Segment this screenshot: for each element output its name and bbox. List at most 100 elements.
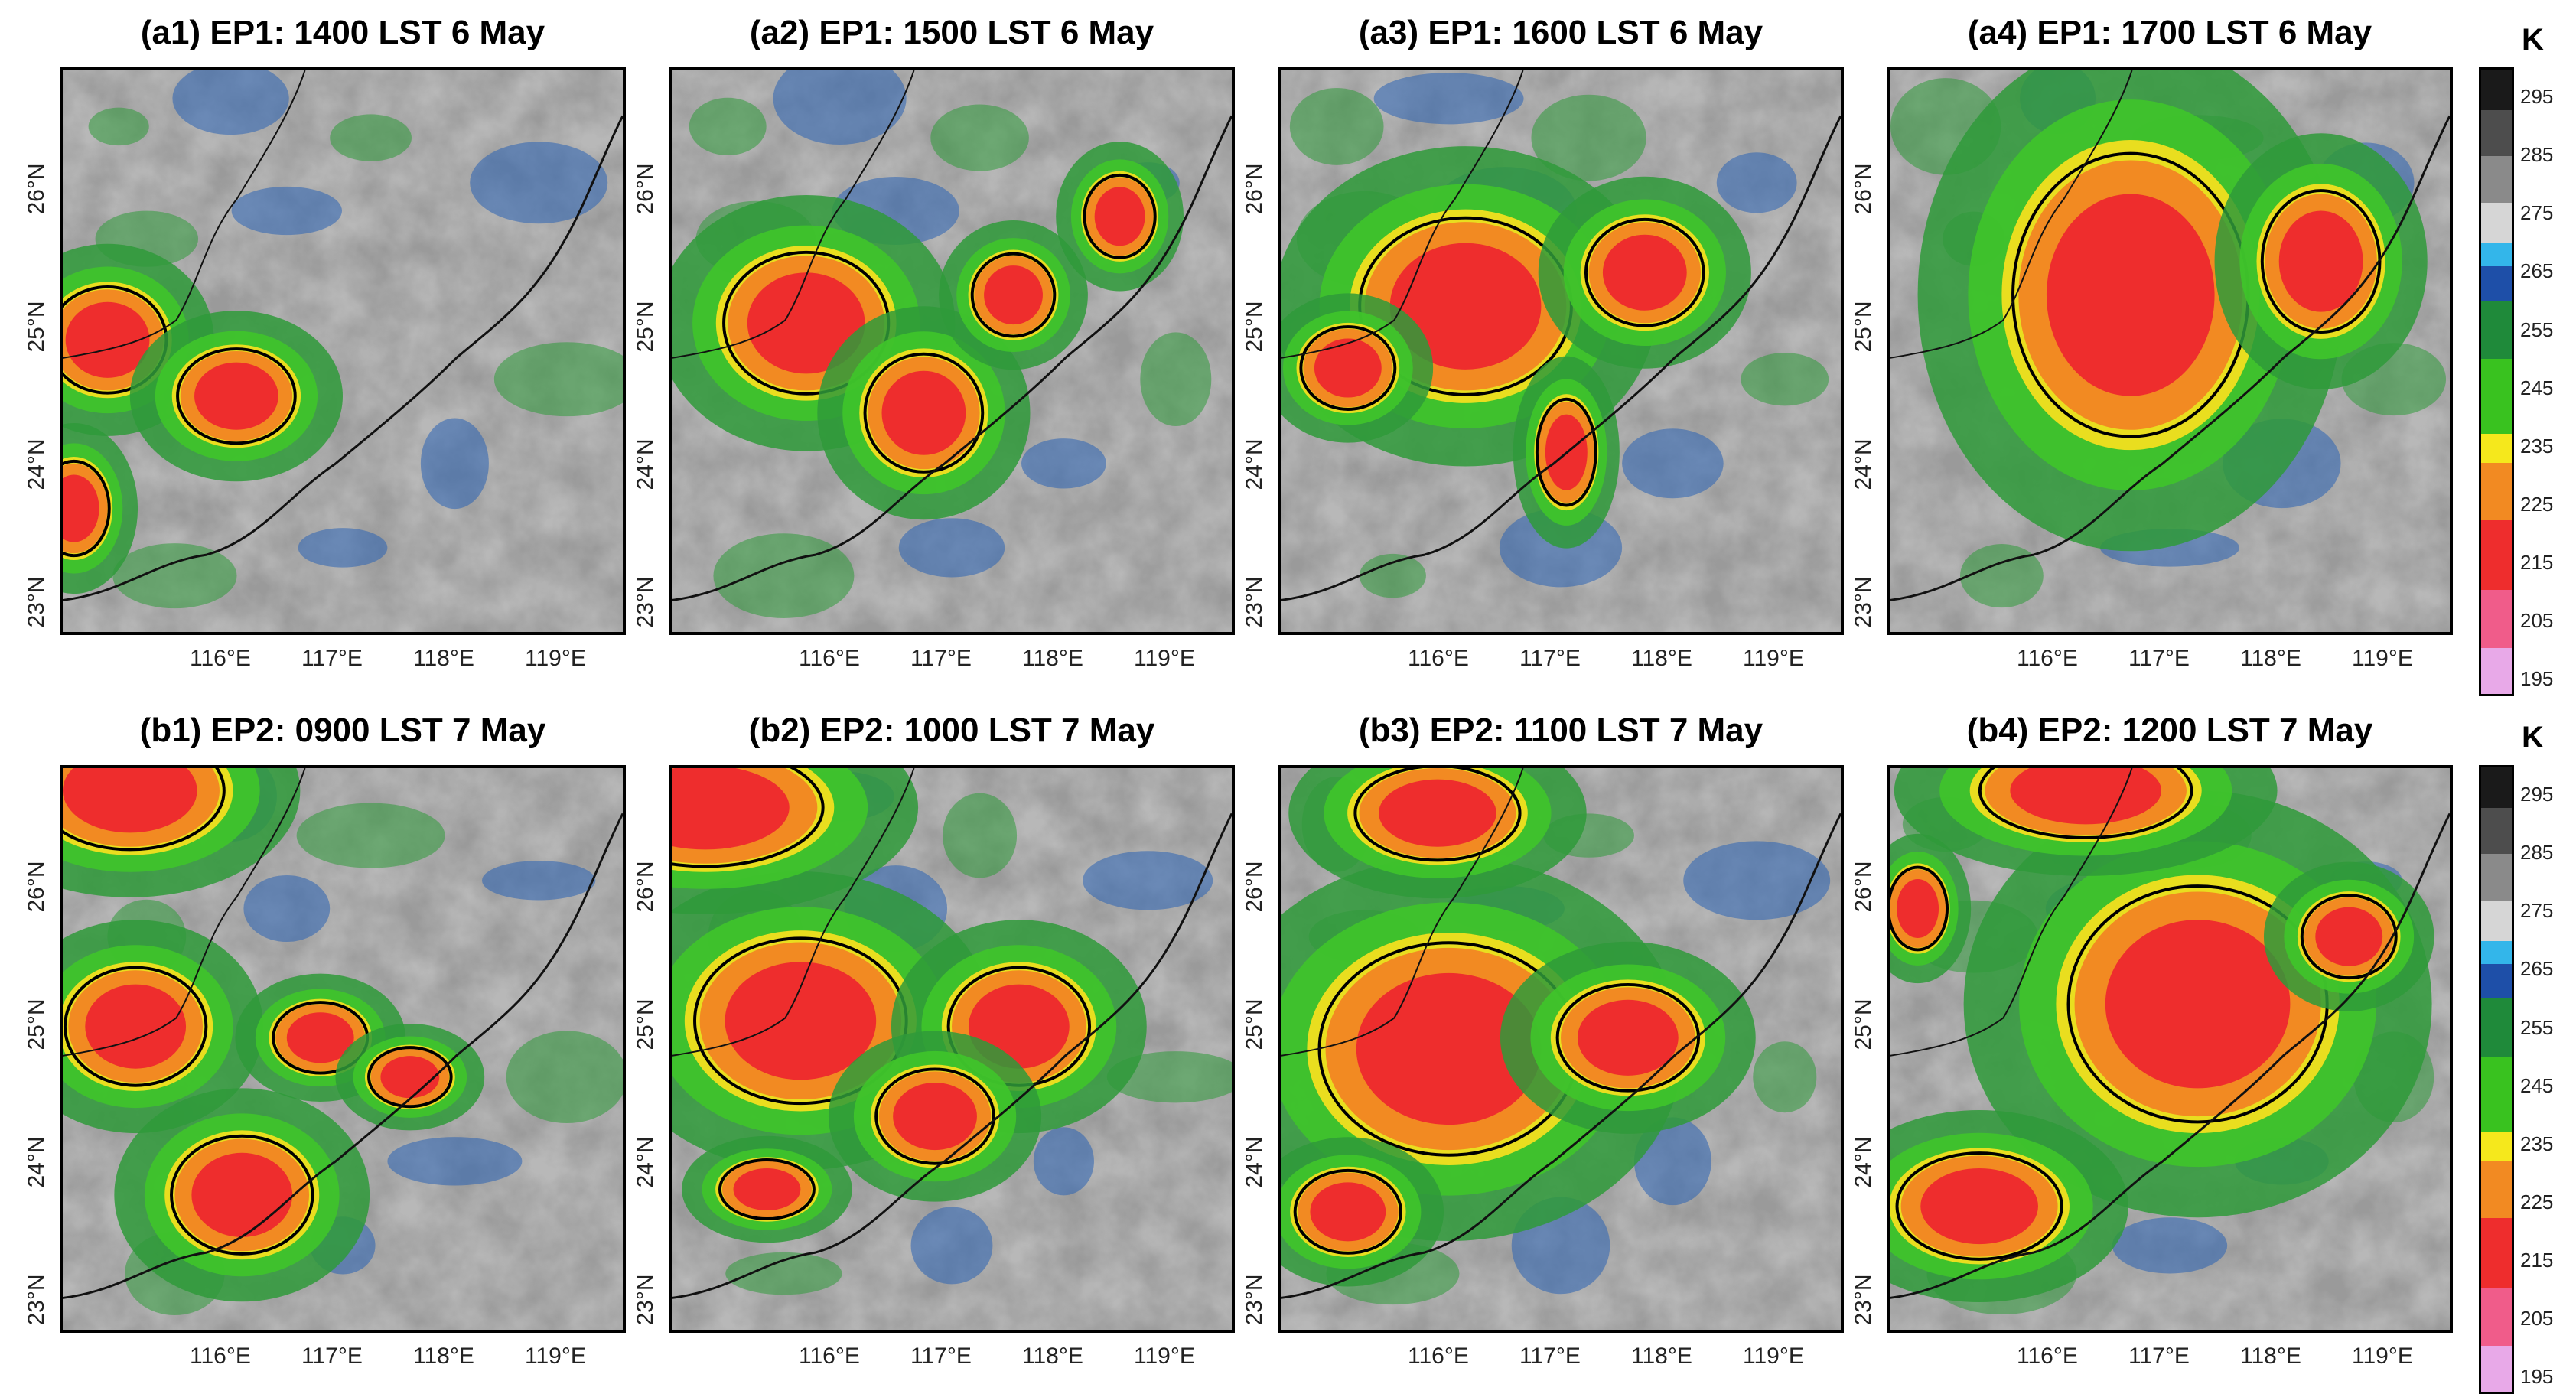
longitude-label: 118°E	[2240, 1344, 2301, 1369]
longitude-label: 118°E	[1631, 1344, 1692, 1369]
latitude-label: 26°N	[24, 861, 49, 913]
longitude-label: 119°E	[1134, 646, 1195, 671]
colorbar-tick-label: 215	[2520, 550, 2554, 574]
latitude-label: 25°N	[24, 301, 49, 353]
longitude-label: 116°E	[799, 1344, 860, 1369]
latitude-label: 26°N	[1242, 163, 1267, 215]
longitude-label: 118°E	[1631, 646, 1692, 671]
colorbar-segment	[2481, 156, 2512, 203]
satellite-image	[1890, 70, 2450, 632]
colorbar-segment	[2481, 1132, 2512, 1161]
longitude-label: 118°E	[1022, 646, 1083, 671]
longitude-label: 117°E	[301, 1344, 363, 1369]
longitude-label: 119°E	[1743, 1344, 1804, 1369]
latitude-label: 26°N	[24, 163, 49, 215]
colorbar-unit: K	[2522, 721, 2544, 754]
longitude-label: 117°E	[1519, 1344, 1581, 1369]
panel-title: (b2) EP2: 1000 LST 7 May	[748, 712, 1155, 749]
colorbar-segment	[2481, 963, 2512, 999]
longitude-label: 119°E	[2352, 1344, 2413, 1369]
colorbar-tick-label: 295	[2520, 783, 2554, 806]
panel-title: (a2) EP1: 1500 LST 6 May	[749, 14, 1154, 51]
longitude-label: 116°E	[2017, 646, 2078, 671]
panel-title: (a3) EP1: 1600 LST 6 May	[1358, 14, 1763, 51]
longitude-label: 116°E	[190, 1344, 251, 1369]
longitude-label: 117°E	[2128, 1344, 2190, 1369]
satellite-image	[1890, 768, 2450, 1330]
latitude-label: 24°N	[633, 438, 658, 490]
colorbar-segment	[2481, 520, 2512, 590]
colorbar-tick-label: 265	[2520, 259, 2554, 283]
longitude-label: 117°E	[301, 646, 363, 671]
colorbar-segment	[2481, 109, 2512, 157]
longitude-label: 116°E	[190, 646, 251, 671]
colorbar-segment	[2481, 462, 2512, 521]
colorbar-tick-label: 195	[2520, 667, 2554, 691]
colorbar-segment	[2481, 1345, 2512, 1392]
satellite-image	[672, 70, 1232, 632]
colorbar-segment	[2481, 1056, 2512, 1132]
colorbar-segment	[2481, 301, 2512, 359]
panel-title: (b3) EP2: 1100 LST 7 May	[1358, 712, 1763, 749]
latitude-label: 23°N	[1242, 1274, 1267, 1326]
map-panel	[60, 67, 626, 635]
colorbar-segment	[2481, 70, 2512, 110]
colorbar-segment	[2481, 243, 2512, 266]
colorbar-segment	[2481, 940, 2512, 964]
latitude-label: 26°N	[633, 163, 658, 215]
colorbar-tick-label: 215	[2520, 1248, 2554, 1272]
colorbar-tick-label: 265	[2520, 957, 2554, 981]
colorbar-tick-label: 205	[2520, 1307, 2554, 1330]
latitude-label: 23°N	[1851, 1274, 1876, 1326]
longitude-label: 118°E	[413, 1344, 474, 1369]
latitude-label: 24°N	[633, 1136, 658, 1188]
colorbar-segment	[2481, 590, 2512, 648]
map-panel	[1278, 765, 1844, 1333]
colorbar-segment	[2481, 265, 2512, 301]
colorbar-segment	[2481, 358, 2512, 434]
latitude-label: 23°N	[24, 576, 49, 628]
longitude-label: 119°E	[1134, 1344, 1195, 1369]
colorbar-tick-label: 235	[2520, 434, 2554, 458]
latitude-label: 25°N	[633, 998, 658, 1050]
longitude-label: 119°E	[525, 646, 586, 671]
latitude-label: 24°N	[1851, 438, 1876, 490]
map-panel	[60, 765, 626, 1333]
map-panel	[669, 765, 1235, 1333]
panel-title: (b1) EP2: 0900 LST 7 May	[139, 712, 546, 749]
latitude-label: 24°N	[24, 1136, 49, 1188]
latitude-label: 25°N	[633, 301, 658, 353]
latitude-label: 25°N	[24, 998, 49, 1050]
latitude-label: 24°N	[1242, 438, 1267, 490]
latitude-label: 25°N	[1851, 998, 1876, 1050]
colorbar	[2479, 765, 2514, 1394]
longitude-label: 119°E	[525, 1344, 586, 1369]
panel-title: (b4) EP2: 1200 LST 7 May	[1966, 712, 2373, 749]
colorbar-tick-label: 295	[2520, 85, 2554, 109]
longitude-label: 117°E	[2128, 646, 2190, 671]
colorbar-tick-label: 235	[2520, 1132, 2554, 1155]
longitude-label: 118°E	[413, 646, 474, 671]
colorbar-segment	[2481, 434, 2512, 463]
map-panel	[669, 67, 1235, 635]
colorbar-tick-label: 245	[2520, 1073, 2554, 1097]
map-panel	[1278, 67, 1844, 635]
latitude-label: 26°N	[633, 861, 658, 913]
longitude-label: 119°E	[2352, 646, 2413, 671]
satellite-image	[672, 768, 1232, 1330]
satellite-image	[1281, 768, 1841, 1330]
longitude-label: 117°E	[1519, 646, 1581, 671]
satellite-image	[1281, 70, 1841, 632]
longitude-label: 119°E	[1743, 646, 1804, 671]
colorbar-tick-label: 285	[2520, 841, 2554, 865]
colorbar-segment	[2481, 202, 2512, 243]
colorbar-tick-label: 225	[2520, 1190, 2554, 1213]
latitude-label: 26°N	[1851, 163, 1876, 215]
latitude-label: 24°N	[1851, 1136, 1876, 1188]
latitude-label: 26°N	[1851, 861, 1876, 913]
colorbar-tick-label: 245	[2520, 376, 2554, 399]
colorbar-segment	[2481, 1288, 2512, 1346]
colorbar-segment	[2481, 1218, 2512, 1288]
latitude-label: 24°N	[24, 438, 49, 490]
latitude-label: 23°N	[1851, 576, 1876, 628]
